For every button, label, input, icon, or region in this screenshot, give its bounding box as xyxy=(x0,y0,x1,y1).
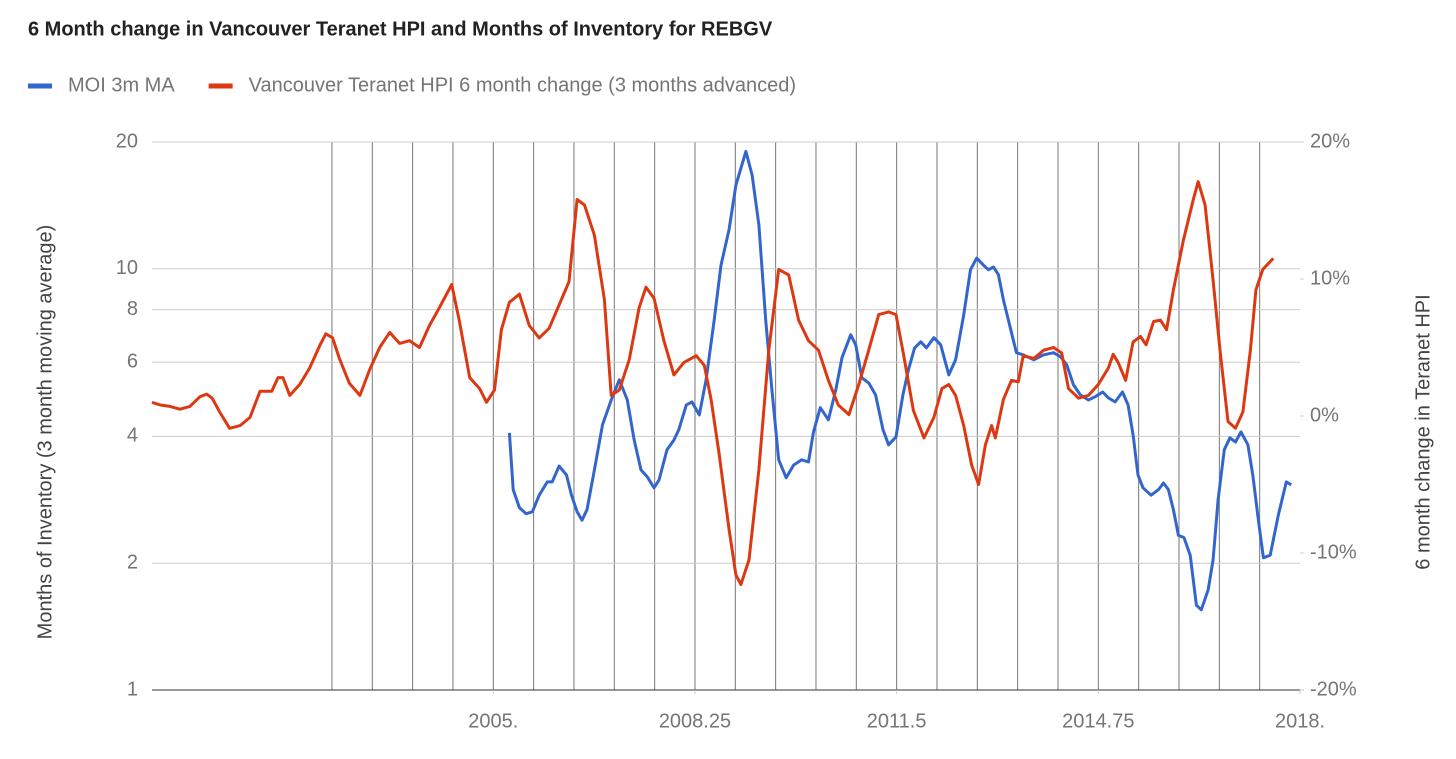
x-tick-label: 2005. xyxy=(468,710,518,732)
legend-label: MOI 3m MA xyxy=(68,74,175,96)
y-tick-label: 4 xyxy=(127,425,138,447)
y-tick-label: 20 xyxy=(116,130,138,152)
y-tick-label: 2 xyxy=(127,551,138,573)
y-tick-label: 8 xyxy=(127,298,138,320)
y2-tick-label: 10% xyxy=(1310,267,1350,289)
x-tick-label: 2014.75 xyxy=(1062,710,1134,732)
x-tick-label: 2011.5 xyxy=(867,710,927,732)
x-tick-label: 2008.25 xyxy=(659,710,731,732)
chart-title: 6 Month change in Vancouver Teranet HPI … xyxy=(28,18,773,40)
x-tick-label: 2018. xyxy=(1275,710,1325,732)
legend-label: Vancouver Teranet HPI 6 month change (3 … xyxy=(249,74,796,96)
y2-tick-label: 20% xyxy=(1310,130,1350,152)
y2-tick-label: -20% xyxy=(1310,678,1357,700)
y-tick-label: 10 xyxy=(116,257,138,279)
series-line xyxy=(151,180,1275,586)
y2-tick-label: -10% xyxy=(1310,541,1357,563)
y-tick-label: 6 xyxy=(127,351,138,373)
y2-axis-title: 6 month change in Teranet HPI xyxy=(1412,294,1434,569)
y-axis-title: Months of Inventory (3 month moving aver… xyxy=(34,225,56,640)
y-tick-label: 1 xyxy=(127,678,138,700)
series-line xyxy=(507,149,1293,612)
y2-tick-label: 0% xyxy=(1310,404,1339,426)
